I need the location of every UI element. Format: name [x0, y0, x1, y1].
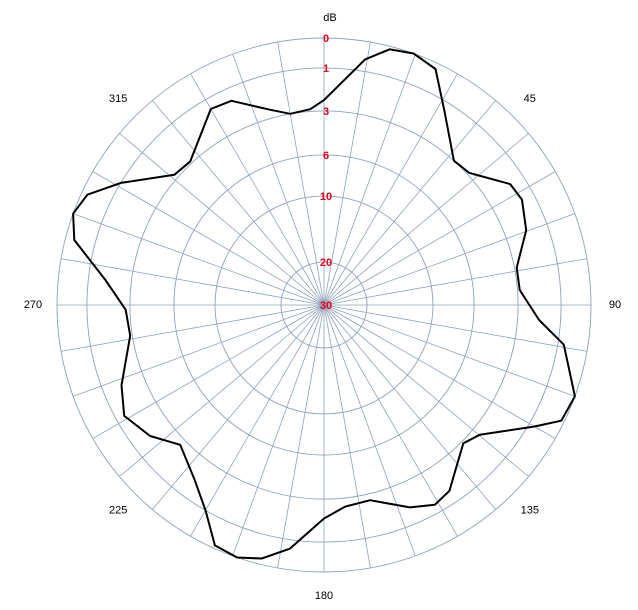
spoke — [152, 100, 325, 306]
spoke — [323, 258, 588, 306]
spoke — [60, 304, 325, 352]
spoke — [119, 304, 325, 477]
spoke — [323, 304, 529, 477]
r-tick-label: 0 — [323, 33, 329, 45]
spoke — [232, 53, 325, 306]
spoke — [72, 213, 325, 306]
spoke — [119, 133, 325, 306]
r-tick-label: 10 — [320, 191, 332, 203]
theta-tick-label: 90 — [609, 299, 621, 311]
spoke — [152, 304, 325, 510]
theta-tick-label: 315 — [109, 93, 127, 105]
spoke — [323, 304, 416, 557]
r-tick-label: 3 — [323, 106, 329, 118]
spoke — [72, 304, 325, 397]
spoke — [277, 304, 325, 569]
grid-ring — [280, 261, 368, 349]
spoke — [323, 304, 576, 397]
spoke — [232, 304, 325, 557]
spoke — [277, 41, 325, 306]
spoke — [60, 258, 325, 306]
spoke — [323, 304, 458, 537]
pattern-line — [72, 48, 576, 560]
grid-ring — [173, 154, 475, 456]
spoke — [323, 304, 496, 510]
grid-ring — [56, 37, 592, 573]
grid-ring — [129, 110, 519, 500]
theta-tick-label: 270 — [24, 299, 42, 311]
spoke — [190, 73, 325, 306]
spoke — [323, 73, 458, 306]
r-tick-label: 6 — [323, 150, 329, 162]
spoke — [323, 304, 371, 569]
spoke — [323, 304, 588, 352]
spoke — [92, 304, 325, 439]
spoke — [323, 100, 496, 306]
grid-ring — [86, 67, 562, 543]
spoke — [190, 304, 325, 537]
spoke — [323, 133, 529, 306]
theta-tick-label: 225 — [109, 505, 127, 517]
theta-tick-label: 135 — [521, 505, 539, 517]
spoke — [92, 171, 325, 306]
spoke — [323, 53, 416, 306]
r-tick-label: 1 — [323, 63, 329, 75]
spoke — [323, 304, 556, 439]
grid-ring — [214, 195, 434, 415]
r-tick-label: 20 — [320, 257, 332, 269]
theta-tick-label: 45 — [524, 93, 536, 105]
r-axis-label: dB — [323, 12, 336, 24]
r-tick-label: 30 — [320, 300, 332, 312]
spoke — [323, 41, 371, 306]
theta-tick-label: 180 — [315, 590, 333, 602]
spoke — [323, 213, 576, 306]
